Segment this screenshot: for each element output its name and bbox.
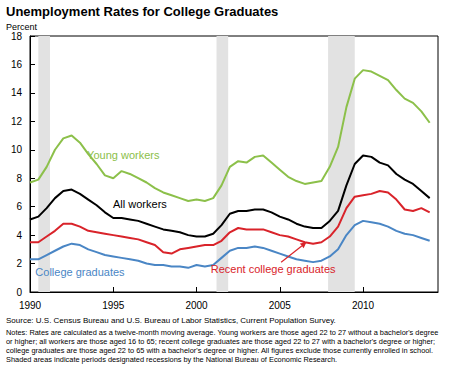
svg-text:18: 18	[11, 31, 23, 42]
svg-text:All workers: All workers	[113, 198, 167, 210]
svg-text:1995: 1995	[102, 300, 125, 311]
svg-text:10: 10	[11, 144, 23, 155]
svg-text:2005: 2005	[269, 300, 292, 311]
svg-text:16: 16	[11, 59, 23, 70]
svg-text:8: 8	[16, 173, 22, 184]
svg-text:0: 0	[16, 287, 22, 298]
svg-text:4: 4	[16, 230, 22, 241]
svg-text:12: 12	[11, 116, 23, 127]
svg-text:College graduates: College graduates	[35, 266, 125, 278]
svg-text:1990: 1990	[19, 300, 42, 311]
svg-text:2010: 2010	[352, 300, 375, 311]
svg-text:Recent college graduates: Recent college graduates	[211, 263, 336, 275]
html-text:Unemployment Rates for College: Unemployment Rates for College Graduates	[6, 4, 279, 19]
svg-text:Young workers: Young workers	[87, 149, 160, 161]
svg-text:14: 14	[11, 87, 23, 98]
svg-text:6: 6	[16, 201, 22, 212]
html-text:Notes: Rates are calculated as: Notes: Rates are calculated as a twelve-…	[6, 328, 439, 364]
svg-text:2000: 2000	[185, 300, 208, 311]
svg-text:2: 2	[16, 258, 22, 269]
html-text:Percent: Percent	[6, 22, 37, 32]
html-text:Source: U.S. Census Bureau and: Source: U.S. Census Bureau and U.S. Bure…	[6, 316, 336, 325]
